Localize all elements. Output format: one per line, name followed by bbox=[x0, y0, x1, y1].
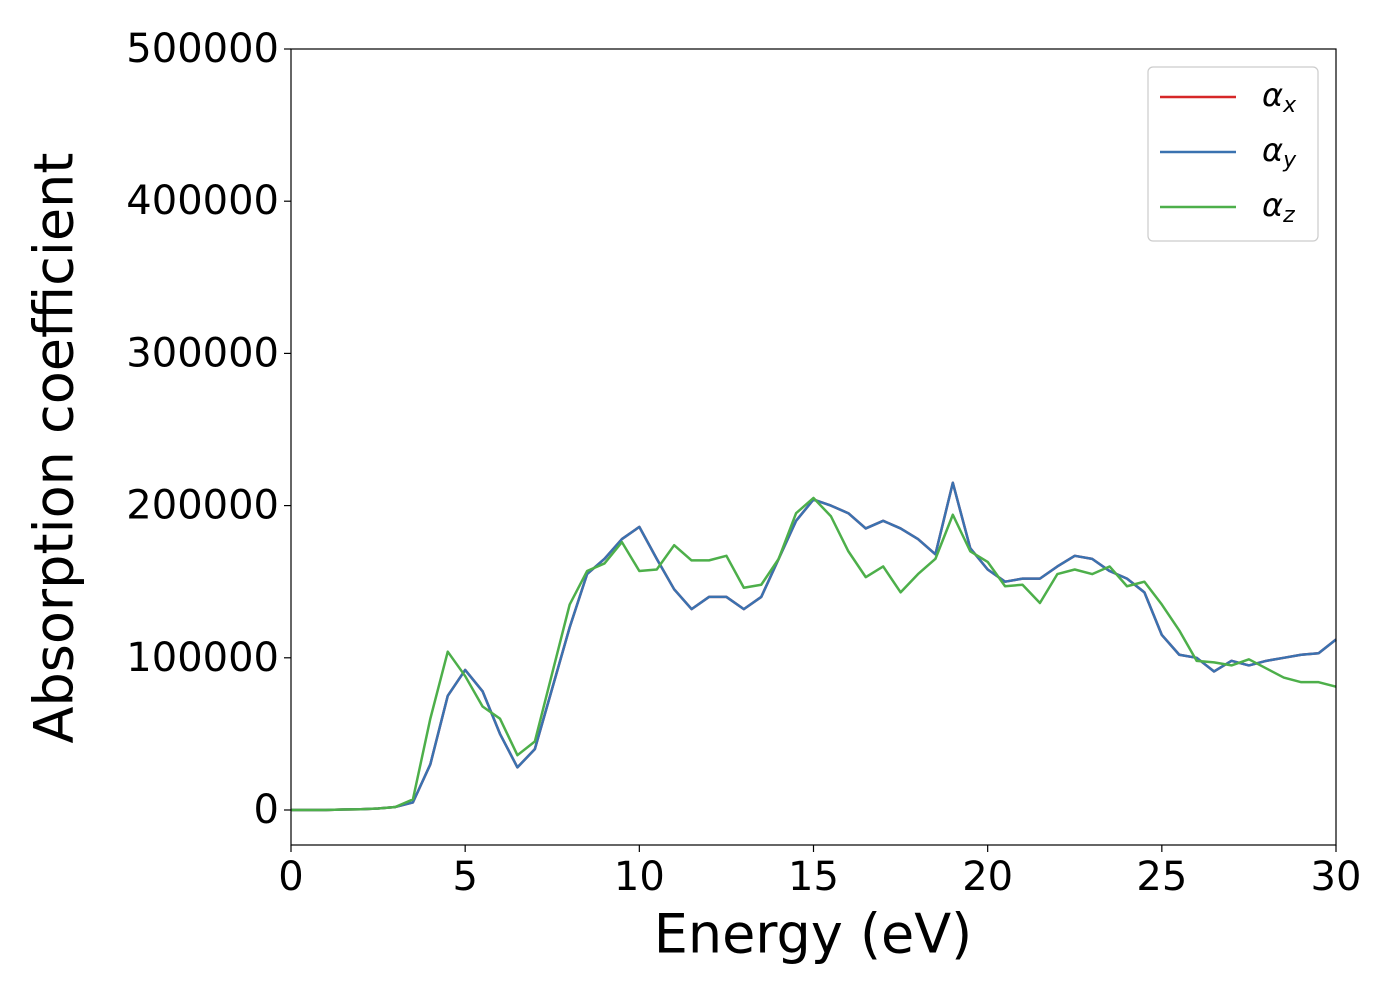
x-tick-label: 25 bbox=[1136, 854, 1187, 900]
legend-box bbox=[1147, 66, 1319, 242]
x-tick-label: 5 bbox=[452, 854, 477, 900]
series-line bbox=[291, 481, 1337, 812]
x-tick-label: 20 bbox=[962, 854, 1013, 900]
x-tick-label: 15 bbox=[788, 854, 839, 900]
plot-frame bbox=[290, 48, 1337, 846]
y-tick-label: 100000 bbox=[126, 635, 279, 681]
y-tick-label: 0 bbox=[254, 787, 279, 833]
legend: αx αy αz bbox=[1147, 66, 1319, 242]
legend-label: αx bbox=[1262, 76, 1297, 118]
legend-label: αy bbox=[1262, 131, 1297, 173]
x-tick-label: 30 bbox=[1311, 854, 1362, 900]
y-tick-label: 500000 bbox=[126, 26, 279, 72]
series-line bbox=[291, 496, 1337, 812]
x-axis-label: Energy (eV) bbox=[654, 903, 973, 966]
y-tick-label: 200000 bbox=[126, 483, 279, 529]
x-tick-label: 10 bbox=[614, 854, 665, 900]
legend-label: αz bbox=[1262, 186, 1295, 228]
series-line bbox=[291, 481, 1337, 812]
y-tick-label: 300000 bbox=[126, 330, 279, 376]
x-tick-label: 0 bbox=[278, 854, 303, 900]
y-tick-label: 400000 bbox=[126, 178, 279, 224]
y-axis-label: Absorption coefficient bbox=[23, 153, 86, 744]
